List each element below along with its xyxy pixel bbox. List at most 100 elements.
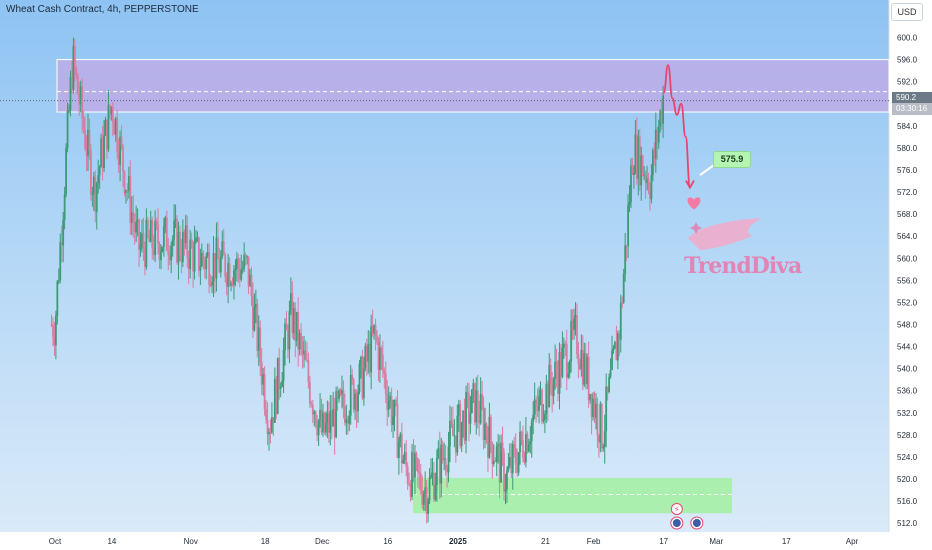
candle-body xyxy=(193,242,196,272)
currency-button[interactable]: USD xyxy=(891,3,923,21)
candle-body xyxy=(551,384,554,397)
candle-body xyxy=(219,256,222,273)
candle-body xyxy=(653,150,656,159)
candle-body xyxy=(65,148,67,195)
y-tick-label: 540.0 xyxy=(897,365,918,374)
x-tick-label: Apr xyxy=(846,537,859,546)
candle-body xyxy=(138,219,140,250)
candle-body xyxy=(501,442,504,453)
candle-body xyxy=(187,257,190,270)
candle-body xyxy=(257,327,260,351)
target-pointer xyxy=(699,164,715,176)
candle-body xyxy=(422,493,425,505)
candle-body xyxy=(456,415,459,453)
candle-body xyxy=(78,93,81,105)
candle-body xyxy=(428,477,431,501)
candle-body xyxy=(489,416,492,443)
candle-body xyxy=(393,399,396,417)
candle-body xyxy=(600,403,603,449)
candle-body xyxy=(465,392,467,441)
candle-body xyxy=(56,281,59,316)
candle-body xyxy=(59,242,62,281)
candle-body xyxy=(630,165,632,202)
candle-body xyxy=(246,256,248,258)
candle-body xyxy=(224,254,227,277)
candle-body xyxy=(155,220,158,225)
candle-body xyxy=(605,386,608,432)
candle-body xyxy=(341,389,343,395)
candle-body xyxy=(329,410,332,433)
y-tick-label: 556.0 xyxy=(897,276,918,285)
candle-body xyxy=(190,239,193,248)
candle-body xyxy=(371,325,374,334)
y-tick-label: 536.0 xyxy=(897,387,918,396)
candle-body xyxy=(71,76,73,90)
candle-body xyxy=(323,413,326,433)
candle-body xyxy=(271,417,273,433)
candle-body xyxy=(160,251,162,261)
x-tick-label: 16 xyxy=(383,537,392,546)
projection-arrowhead xyxy=(685,180,695,190)
event-lightning-icon xyxy=(670,503,683,515)
candle-body xyxy=(170,245,173,261)
candle-body xyxy=(133,222,136,233)
candle-body xyxy=(376,335,378,343)
candle-body xyxy=(431,472,434,475)
candle-body xyxy=(381,355,384,371)
candle-body xyxy=(68,110,70,112)
candle-body xyxy=(452,423,454,436)
y-tick-label: 544.0 xyxy=(897,343,918,352)
candle-body xyxy=(597,435,600,443)
candle-body xyxy=(508,457,511,466)
candle-body xyxy=(72,45,75,90)
candle-body xyxy=(514,447,517,465)
candle-body xyxy=(149,219,152,242)
candle-body xyxy=(562,343,565,348)
candle-body xyxy=(599,403,602,443)
y-tick-label: 548.0 xyxy=(897,320,918,329)
candle-body xyxy=(586,356,589,384)
candle-body xyxy=(530,421,533,442)
candle-body xyxy=(168,254,171,261)
candle-body xyxy=(390,396,393,425)
candle-body xyxy=(475,390,478,423)
candle-body xyxy=(144,248,146,268)
candle-body xyxy=(577,354,580,364)
candle-body xyxy=(443,458,446,460)
candle-body xyxy=(281,380,284,387)
x-tick-label: 14 xyxy=(107,537,116,546)
candle-body xyxy=(50,324,53,326)
y-tick-label: 592.0 xyxy=(897,78,918,87)
candle-body xyxy=(94,176,97,213)
candle-body xyxy=(325,422,327,433)
candle-body xyxy=(536,405,539,412)
candle-body xyxy=(265,409,267,420)
candle-body xyxy=(646,178,648,183)
candle-body xyxy=(425,487,428,514)
hand-logo-icon xyxy=(688,218,762,250)
candle-body xyxy=(243,254,246,269)
candle-body xyxy=(583,353,586,385)
candle-body xyxy=(237,258,240,269)
candle-body xyxy=(116,118,119,152)
candle-body xyxy=(457,403,460,416)
candle-body xyxy=(303,350,305,355)
candle-body xyxy=(459,403,462,447)
candle-body xyxy=(590,394,593,417)
candle-body xyxy=(180,255,183,263)
candle-body xyxy=(478,415,481,424)
candle-body xyxy=(570,320,573,362)
candle-body xyxy=(398,441,400,459)
candle-body xyxy=(343,406,346,424)
candle-body xyxy=(360,357,362,364)
candle-body xyxy=(82,118,85,130)
candle-body xyxy=(126,190,129,192)
candle-body xyxy=(228,263,231,286)
candle-body xyxy=(487,436,489,458)
x-tick-label: 21 xyxy=(541,537,550,546)
candle-body xyxy=(66,110,69,149)
candle-body xyxy=(130,212,133,224)
candle-body xyxy=(164,217,167,226)
